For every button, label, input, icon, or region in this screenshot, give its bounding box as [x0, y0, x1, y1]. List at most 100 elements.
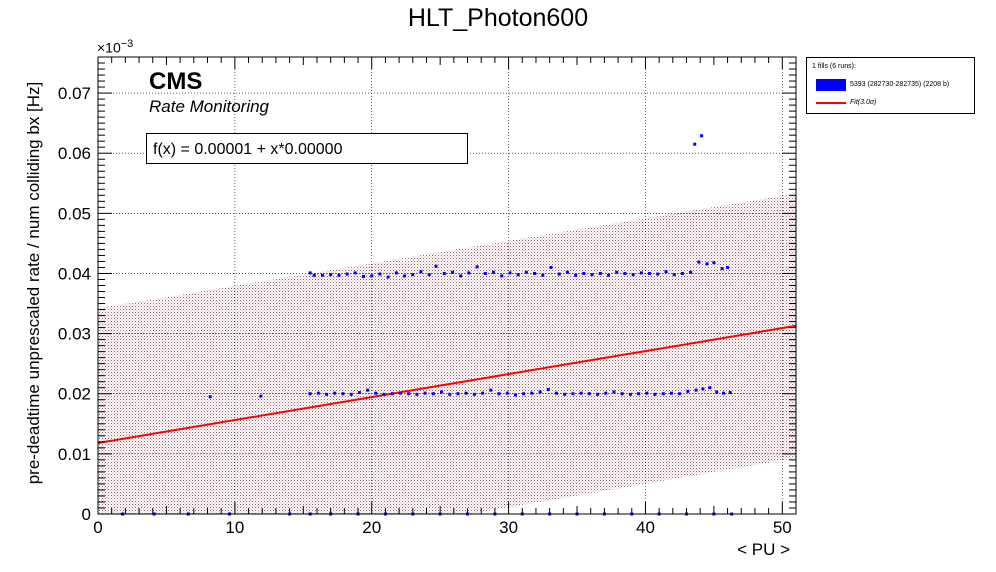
data-point — [337, 273, 341, 277]
x-tick-label: 20 — [362, 518, 381, 537]
data-point — [728, 391, 732, 395]
data-point — [530, 391, 534, 395]
data-point — [563, 392, 567, 396]
data-point — [492, 270, 496, 274]
data-point — [541, 273, 545, 277]
data-point — [434, 264, 438, 268]
data-point — [411, 273, 415, 277]
y-tick-label: 0.02 — [58, 385, 91, 404]
data-point — [333, 391, 337, 395]
data-point — [693, 142, 697, 146]
legend-label-fill: 5393 (282730-282735) (2208 b) — [850, 81, 950, 88]
data-point — [694, 388, 698, 392]
data-point — [341, 392, 345, 396]
data-point — [448, 392, 452, 396]
data-point — [345, 272, 349, 276]
y-exponent-power: −3 — [120, 38, 134, 50]
data-point — [615, 270, 619, 274]
data-point — [472, 392, 476, 396]
data-point — [538, 390, 542, 394]
data-point — [516, 273, 520, 277]
y-tick-label: 0.04 — [58, 264, 91, 283]
data-point — [661, 392, 665, 396]
y-tick-label: 0.05 — [58, 204, 91, 223]
data-point — [697, 260, 701, 264]
legend-entry-fill: 5393 (282730-282735) (2208 b) — [812, 78, 972, 92]
data-point — [513, 393, 517, 397]
legend-header: 1 fills (6 runs): — [812, 63, 856, 70]
data-point — [329, 273, 333, 277]
data-point — [508, 271, 512, 275]
data-point — [546, 388, 550, 392]
data-point — [637, 392, 641, 396]
data-point — [386, 275, 390, 279]
data-point — [554, 391, 558, 395]
data-point — [623, 271, 627, 275]
x-axis-label: < PU > — [737, 540, 790, 559]
data-point — [394, 271, 398, 275]
y-tick-label: 0.03 — [58, 325, 91, 344]
data-point — [686, 389, 690, 393]
data-point — [370, 274, 374, 278]
cms-sublabel: Rate Monitoring — [149, 97, 270, 116]
data-point — [606, 273, 610, 277]
data-point — [374, 391, 378, 395]
chart-title: HLT_Photon600 — [407, 4, 589, 32]
data-point — [450, 270, 454, 274]
data-point — [500, 274, 504, 278]
fit-function-box: f(x) = 0.00001 + x*0.00000 — [146, 133, 468, 164]
fit-function-text: f(x) = 0.00001 + x*0.00000 — [153, 141, 343, 158]
data-point — [423, 391, 427, 395]
data-point — [590, 273, 594, 277]
fit-band — [98, 193, 796, 514]
data-point — [672, 273, 676, 277]
data-point — [579, 391, 583, 395]
legend-swatch-red-line — [816, 102, 846, 104]
data-point — [522, 392, 526, 396]
data-point — [612, 390, 616, 394]
y-axis-label: pre-deadtime unprescaled rate / num coll… — [24, 81, 43, 485]
data-point — [549, 265, 553, 269]
x-tick-label: 30 — [499, 518, 518, 537]
y-tick-label: 0.07 — [58, 84, 91, 103]
data-point — [604, 391, 608, 395]
data-point — [656, 272, 660, 276]
x-tick-label: 10 — [225, 518, 244, 537]
data-point — [403, 274, 407, 278]
y-exponent-base: ×10 — [97, 39, 121, 56]
data-point — [639, 271, 643, 275]
y-tick-label: 0.01 — [58, 445, 91, 464]
data-point — [557, 272, 561, 276]
data-point — [705, 262, 709, 266]
data-point — [701, 387, 705, 391]
data-point — [574, 273, 578, 277]
data-point — [726, 265, 730, 269]
data-point — [587, 392, 591, 396]
data-point — [456, 392, 460, 396]
data-point — [505, 391, 509, 395]
data-point — [598, 271, 602, 275]
data-point — [419, 270, 423, 274]
cms-label: CMS — [149, 68, 203, 95]
data-point — [653, 392, 657, 396]
y-tick-label: 0 — [82, 505, 91, 524]
data-point — [325, 392, 329, 396]
legend-label-fit: Fit(3.0σ) — [850, 99, 877, 106]
data-point — [582, 271, 586, 275]
data-point — [308, 271, 312, 275]
data-point — [464, 391, 468, 395]
data-point — [320, 273, 324, 277]
data-point — [715, 390, 719, 394]
data-point — [442, 271, 446, 275]
data-point — [415, 392, 419, 396]
data-point — [382, 392, 386, 396]
data-point — [645, 391, 649, 395]
data-point — [669, 391, 673, 395]
data-point — [459, 274, 463, 278]
x-tick-label: 40 — [636, 518, 655, 537]
data-point — [620, 392, 624, 396]
data-point — [689, 270, 693, 274]
legend-entry-fit: Fit(3.0σ) — [812, 96, 972, 110]
legend-swatch-blue — [816, 79, 846, 91]
